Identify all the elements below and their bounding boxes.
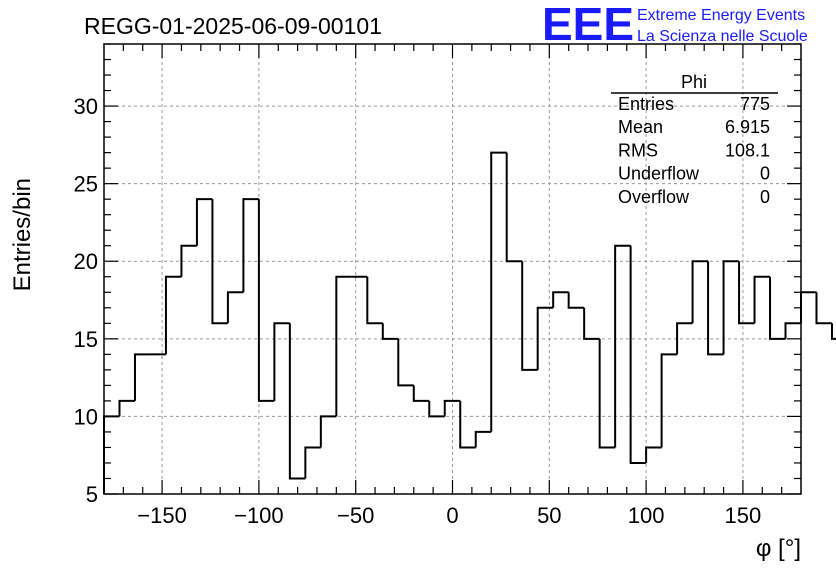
histogram-bin — [443, 399, 461, 417]
histogram-bin — [521, 261, 538, 371]
histogram-bin — [490, 151, 507, 432]
stats-value: 775 — [740, 94, 770, 114]
histogram-bin — [676, 322, 693, 355]
histogram-bin — [180, 244, 197, 277]
x-axis-label: φ [°] — [756, 535, 801, 562]
stats-value: 108.1 — [725, 140, 770, 160]
stats-label: Entries — [618, 94, 674, 114]
stats-value: 0 — [760, 164, 770, 184]
y-tick-label: 5 — [86, 482, 98, 507]
stats-value: 0 — [760, 187, 770, 207]
histogram-bin — [645, 446, 662, 463]
logo-line-1: Extreme Energy Events — [637, 7, 805, 24]
histogram-bin — [660, 353, 678, 448]
histogram-bin — [830, 323, 836, 340]
x-tick-label: −100 — [234, 503, 284, 528]
x-tick-label: 150 — [725, 503, 762, 528]
x-tick-label: 0 — [446, 503, 458, 528]
histogram-bin — [304, 446, 321, 479]
y-tick-label: 15 — [74, 327, 98, 352]
logo-mark: EEE — [542, 0, 634, 50]
histogram-bin — [335, 275, 352, 417]
histogram-bin — [474, 430, 492, 448]
x-tick-label: 50 — [537, 503, 561, 528]
y-tick-labels: 5 10 15 20 25 30 — [74, 94, 98, 507]
histogram-bin — [459, 400, 476, 449]
y-tick-label: 30 — [74, 94, 98, 119]
histogram-bin — [195, 198, 213, 246]
histogram-bin — [598, 338, 616, 449]
histogram-bin — [319, 415, 337, 448]
histogram-bin — [567, 292, 585, 309]
x-tick-label: 100 — [628, 503, 665, 528]
x-tick-labels: −150 −100 −50 0 50 100 150 — [137, 503, 761, 528]
histogram-bin — [552, 291, 569, 308]
stats-value: 6.915 — [725, 117, 770, 137]
histogram-bin — [242, 198, 259, 293]
histogram-bin — [412, 385, 430, 402]
histogram-bin — [800, 291, 817, 324]
histogram-bin — [133, 353, 151, 401]
stats-label: Overflow — [618, 187, 690, 207]
logo-line-2: La Scienza nelle Scuole — [637, 28, 808, 45]
histogram-bin — [707, 261, 724, 356]
histogram-bin — [722, 260, 740, 355]
x-tick-label: −150 — [137, 503, 187, 528]
histogram-bin — [257, 199, 275, 402]
histogram-bin — [118, 399, 135, 417]
histogram-bin — [366, 276, 383, 325]
y-tick-label: 25 — [74, 172, 98, 197]
histogram-bin — [164, 275, 182, 355]
axis-ticks — [104, 43, 801, 495]
histogram-bin — [815, 292, 832, 325]
histogram-bin — [288, 323, 306, 480]
histogram-bin — [583, 307, 600, 340]
histogram-bin — [614, 244, 631, 448]
y-tick-label: 20 — [74, 249, 98, 274]
histogram-bin — [629, 245, 647, 464]
histogram-bin — [226, 291, 244, 324]
chart-title: REGG-01-2025-06-09-00101 — [84, 13, 382, 39]
histogram-bin — [273, 322, 290, 401]
stats-label: Underflow — [618, 164, 700, 184]
histogram-bin — [738, 261, 755, 325]
histogram-bin — [784, 322, 801, 339]
histogram-bin — [103, 415, 120, 494]
stats-label: Mean — [618, 117, 663, 137]
grid-lines — [104, 44, 801, 495]
stats-box: Phi Entries 775 Mean 6.915 RMS 108.1 Underflow… — [611, 72, 778, 207]
y-axis-label: Entries/bin — [9, 178, 36, 291]
stats-label: RMS — [618, 140, 658, 160]
histogram-bin — [691, 260, 709, 324]
histogram-bin — [428, 400, 445, 418]
histogram-bin — [397, 338, 414, 387]
histogram-bin — [505, 152, 523, 263]
histogram-bin — [381, 323, 399, 340]
eee-logo: EEE Extreme Energy Events La Scienza nel… — [542, 0, 808, 50]
histogram-bin — [536, 306, 554, 370]
histogram-bin — [753, 275, 771, 324]
y-tick-label: 10 — [74, 404, 98, 429]
histogram-bin — [211, 199, 228, 325]
histogram-bin — [769, 276, 786, 340]
x-tick-label: −50 — [337, 503, 374, 528]
stats-name: Phi — [681, 72, 707, 92]
